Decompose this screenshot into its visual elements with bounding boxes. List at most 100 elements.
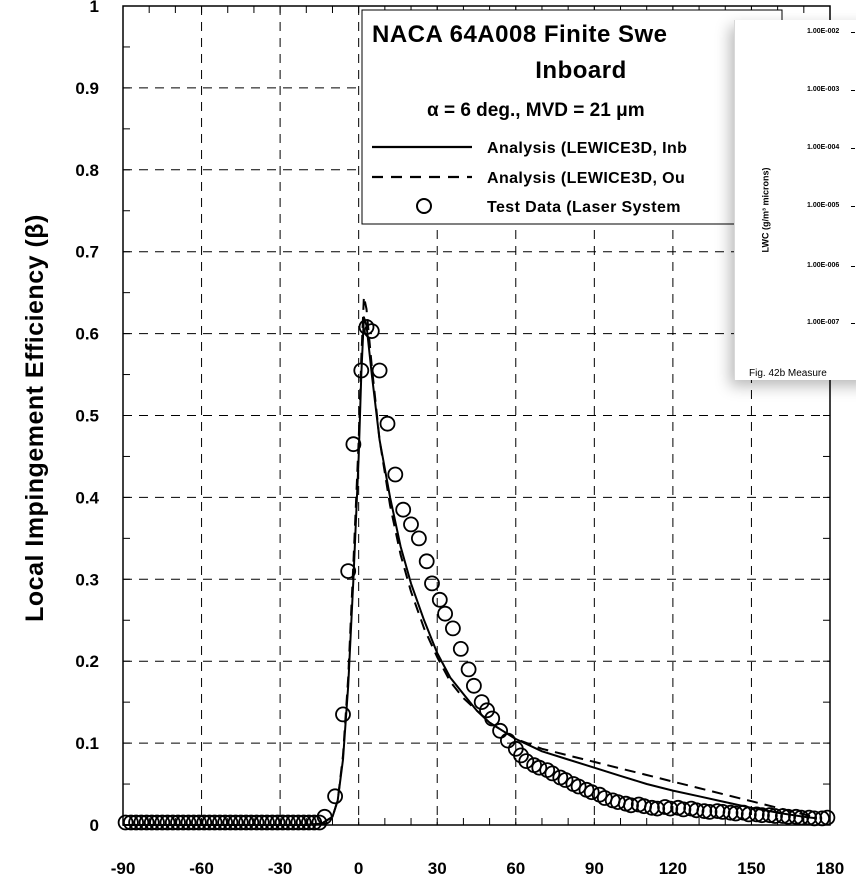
x-tick-label: 180 (816, 859, 844, 878)
test-data-point (437, 605, 454, 622)
chart-subtitle: Inboard (535, 57, 627, 84)
legend-label-inboard: Analysis (LEWICE3D, Inb (487, 140, 687, 157)
x-tick-label: 150 (737, 859, 765, 878)
test-data-point (371, 362, 388, 379)
test-data-point (460, 661, 477, 678)
y-tick-label: 0.9 (75, 79, 99, 98)
test-data-point (300, 814, 317, 831)
test-data-point (801, 809, 817, 826)
y-tick-label: 0.2 (75, 652, 99, 671)
test-data-point (295, 814, 312, 831)
legend-frame (361, 9, 783, 225)
test-data-point (201, 814, 218, 831)
test-data-point (379, 415, 396, 432)
test-data-point (248, 814, 265, 831)
y-tick-label: 0.7 (75, 243, 99, 262)
overlay-tick-label: 1.00E-005 (807, 202, 840, 209)
test-data-point (345, 436, 362, 453)
test-data-point (335, 706, 351, 723)
test-data-point (175, 814, 192, 831)
y-tick-label: 0.1 (75, 734, 99, 753)
overlay-figure-card[interactable]: 1.00E-002 1.00E-003 1.00E-004 1.00E-005 … (734, 20, 856, 380)
test-data-point (311, 814, 328, 831)
test-data-point (353, 362, 370, 379)
test-data-point (479, 702, 495, 719)
legend-label-outboard: Analysis (LEWICE3D, Ou (487, 170, 685, 187)
overlay-tick-label: 1.00E-007 (807, 319, 840, 326)
overlay-tick-mark (851, 148, 855, 149)
overlay-caption: Fig. 42b Measure (749, 368, 827, 379)
x-tick-label: 60 (506, 859, 525, 878)
y-tick-label: 1 (90, 0, 99, 16)
legend-label-testdata: Test Data (Laser System (487, 199, 681, 216)
test-data-point (170, 814, 186, 831)
test-data-point (424, 575, 440, 592)
test-data-point (410, 530, 427, 547)
test-data-point (243, 814, 260, 831)
overlay-tick-label: 1.00E-004 (807, 144, 840, 151)
test-data-point (387, 466, 404, 483)
x-tick-label: -60 (189, 859, 214, 878)
test-data-point (819, 809, 836, 826)
test-data-point (518, 753, 535, 769)
test-data-point (222, 814, 239, 831)
test-data-point (264, 814, 281, 831)
test-data-point (340, 563, 357, 579)
test-data-point (544, 765, 561, 782)
test-data-point (190, 814, 207, 831)
x-tick-labels: -90 -60 -30 0 30 60 90 120 150 180 (111, 859, 844, 878)
test-data-point (570, 778, 587, 795)
test-data-point (722, 804, 739, 821)
overlay-y-axis-label: LWC (g/m³ microns) (760, 167, 771, 253)
x-tick-label: -30 (268, 859, 293, 878)
test-data-point (143, 814, 160, 831)
y-axis-label: Local Impingement Efficiency (β) (21, 214, 49, 622)
test-data-point (418, 553, 435, 570)
test-data-point (232, 814, 249, 831)
y-tick-labels: 0 0.1 0.2 0.3 0.4 0.5 0.6 0.7 0.8 0.9 1 (75, 0, 99, 835)
test-data-point (814, 810, 830, 827)
x-tick-label: 120 (659, 859, 687, 878)
overlay-tick-label: 1.00E-003 (807, 86, 840, 93)
test-data-point (583, 784, 600, 801)
y-tick-label: 0.5 (75, 407, 99, 426)
test-data-point (196, 814, 213, 831)
test-data-point (285, 814, 302, 831)
x-tick-label: 0 (354, 859, 363, 878)
overlay-tick-mark (851, 206, 855, 207)
test-data-point (513, 747, 529, 764)
test-data-point (473, 694, 490, 710)
overlay-tick-mark (851, 323, 855, 324)
test-data-point (117, 814, 134, 831)
y-tick-label: 0.3 (75, 570, 99, 589)
test-data-points (117, 319, 836, 831)
test-data-point (269, 814, 286, 831)
test-data-point (531, 759, 548, 776)
test-data-point (238, 814, 255, 831)
y-tick-label: 0.8 (75, 161, 99, 180)
test-data-point (492, 722, 509, 739)
chart-title: NACA 64A008 Finite Swe (372, 21, 668, 48)
test-data-point (280, 814, 296, 831)
y-tick-label: 0 (90, 816, 99, 835)
x-tick-label: -90 (111, 859, 136, 878)
x-tick-label: 90 (585, 859, 604, 878)
overlay-tick-label: 1.00E-006 (807, 262, 840, 269)
test-data-point (259, 814, 275, 831)
test-data-point (217, 814, 234, 831)
test-data-point (180, 814, 197, 831)
test-data-point (358, 319, 375, 335)
test-data-point (403, 516, 419, 533)
test-data-point (149, 814, 165, 831)
test-data-point (128, 814, 145, 831)
y-tick-label: 0.4 (75, 488, 99, 507)
test-data-point (557, 772, 574, 788)
overlay-tick-mark (851, 266, 855, 267)
test-data-point (649, 800, 666, 817)
series-line-inboard (123, 316, 818, 826)
test-data-point (499, 732, 516, 749)
test-data-point (431, 591, 448, 608)
overlay-tick-mark (851, 90, 855, 91)
y-tick-label: 0.6 (75, 325, 99, 344)
